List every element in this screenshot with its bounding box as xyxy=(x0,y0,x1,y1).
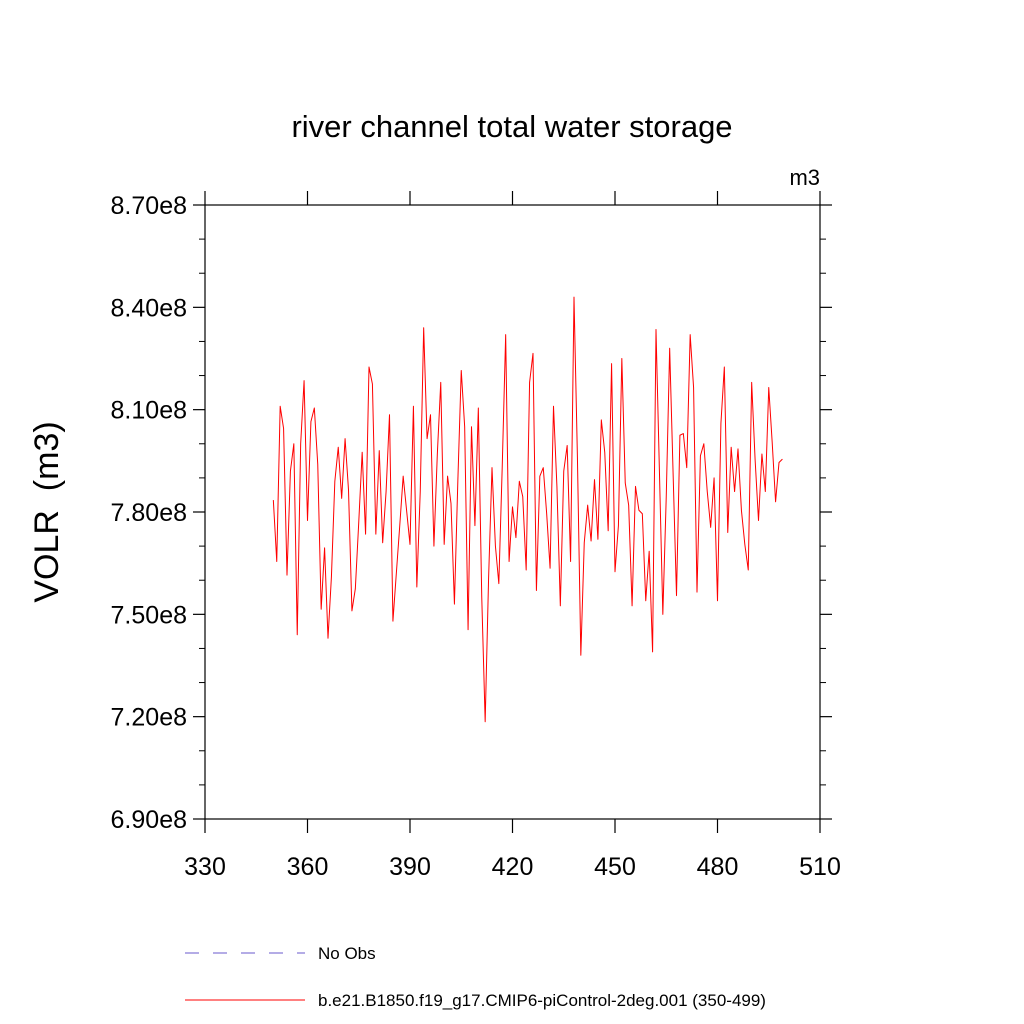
legend-label-model: b.e21.B1850.f19_g17.CMIP6-piControl-2deg… xyxy=(318,991,766,1010)
y-axis: 6.90e8 7.20e8 7.50e8 7.80e8 8.10e8 8.40e8 8.70… xyxy=(111,192,832,834)
chart-title: river channel total water storage xyxy=(291,109,732,144)
series-group xyxy=(272,296,783,723)
y-tick-label: 7.80e8 xyxy=(111,499,187,527)
x-tick-label: 480 xyxy=(697,853,739,881)
x-tick-label: 420 xyxy=(492,853,534,881)
y-tick-label: 7.50e8 xyxy=(111,601,187,629)
y-tick-label: 7.20e8 xyxy=(111,704,187,732)
legend-label-no-obs: No Obs xyxy=(318,944,376,963)
x-tick-label: 450 xyxy=(594,853,636,881)
y-axis-label: VOLR (m3) xyxy=(28,421,66,602)
x-axis: 330 360 390 420 450 480 510 xyxy=(184,191,841,881)
units-label: m3 xyxy=(789,165,820,190)
x-tick-label: 510 xyxy=(799,853,841,881)
x-tick-label: 390 xyxy=(389,853,431,881)
y-tick-label: 8.70e8 xyxy=(111,192,187,220)
x-tick-label: 330 xyxy=(184,853,226,881)
series-line-model xyxy=(272,296,783,723)
y-tick-label: 8.10e8 xyxy=(111,397,187,425)
y-tick-label: 6.90e8 xyxy=(111,806,187,834)
x-tick-label: 360 xyxy=(287,853,329,881)
legend: No Obs b.e21.B1850.f19_g17.CMIP6-piContr… xyxy=(185,944,766,1010)
y-tick-label: 8.40e8 xyxy=(111,294,187,322)
